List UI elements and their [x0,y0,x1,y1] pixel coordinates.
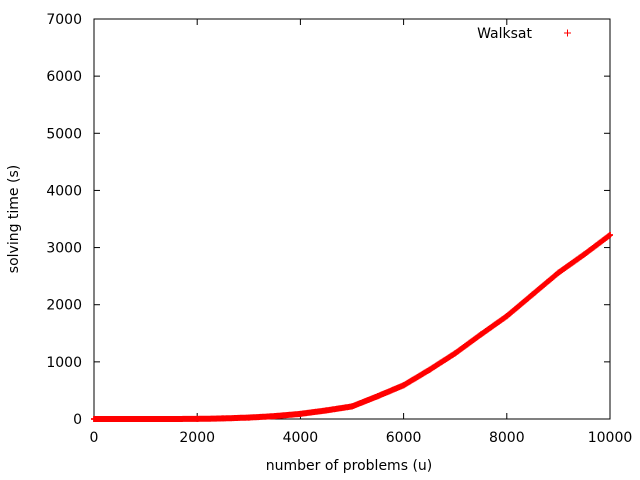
data-point-1 [116,416,123,422]
y-tick-label-7: 7000 [46,12,82,28]
data-point-10 [349,403,355,410]
legend-marker-walksat [564,29,571,37]
data-point-14 [452,350,459,357]
data-point-12 [400,382,407,389]
data-point-2 [142,416,149,422]
data-point-3 [168,416,175,422]
y-axis-label: solving time (s) [6,165,22,273]
y-tick-label-1: 1000 [46,355,82,371]
x-tick-label-1: 2000 [179,430,215,446]
data-point-20 [607,232,613,238]
y-tick-label-0: 0 [73,412,82,428]
data-point-16 [503,313,510,320]
legend-plus-icon [564,29,571,37]
x-tick-label-2: 4000 [283,430,319,446]
data-point-6 [245,414,252,421]
data-point-9 [323,407,330,414]
x-tick-label-0: 0 [90,430,99,446]
data-points [91,232,613,422]
data-point-5 [220,415,226,422]
data-point-13 [426,366,433,373]
series-walksat-markers [91,232,613,422]
legend-label-walksat: Walksat [477,26,532,42]
legend: Walksat [477,26,571,42]
plot-frame [93,18,611,420]
x-axis-label: number of problems (u) [266,458,433,474]
x-tick-label-4: 8000 [489,430,525,446]
y-tick-label-5: 5000 [46,126,82,142]
data-point-11 [374,393,381,400]
data-point-0 [91,416,97,422]
data-point-17 [529,291,536,298]
data-point-18 [555,269,562,276]
data-point-15 [478,331,484,338]
data-point-19 [581,251,588,258]
data-point-7 [271,413,278,420]
y-tick-label-4: 4000 [46,183,82,199]
y-tick-label-6: 6000 [46,69,82,85]
y-tick-label-3: 3000 [46,241,82,257]
axis-ticks [93,18,611,420]
x-tick-label-3: 6000 [386,430,422,446]
y-tick-label-2: 2000 [46,298,82,314]
x-tick-label-5: 10000 [588,430,633,446]
data-point-8 [297,410,304,417]
tick-labels: 0 2000 4000 6000 8000 10000 0 1000 2000 3000 4000 5… [46,12,632,446]
data-point-4 [194,415,201,422]
